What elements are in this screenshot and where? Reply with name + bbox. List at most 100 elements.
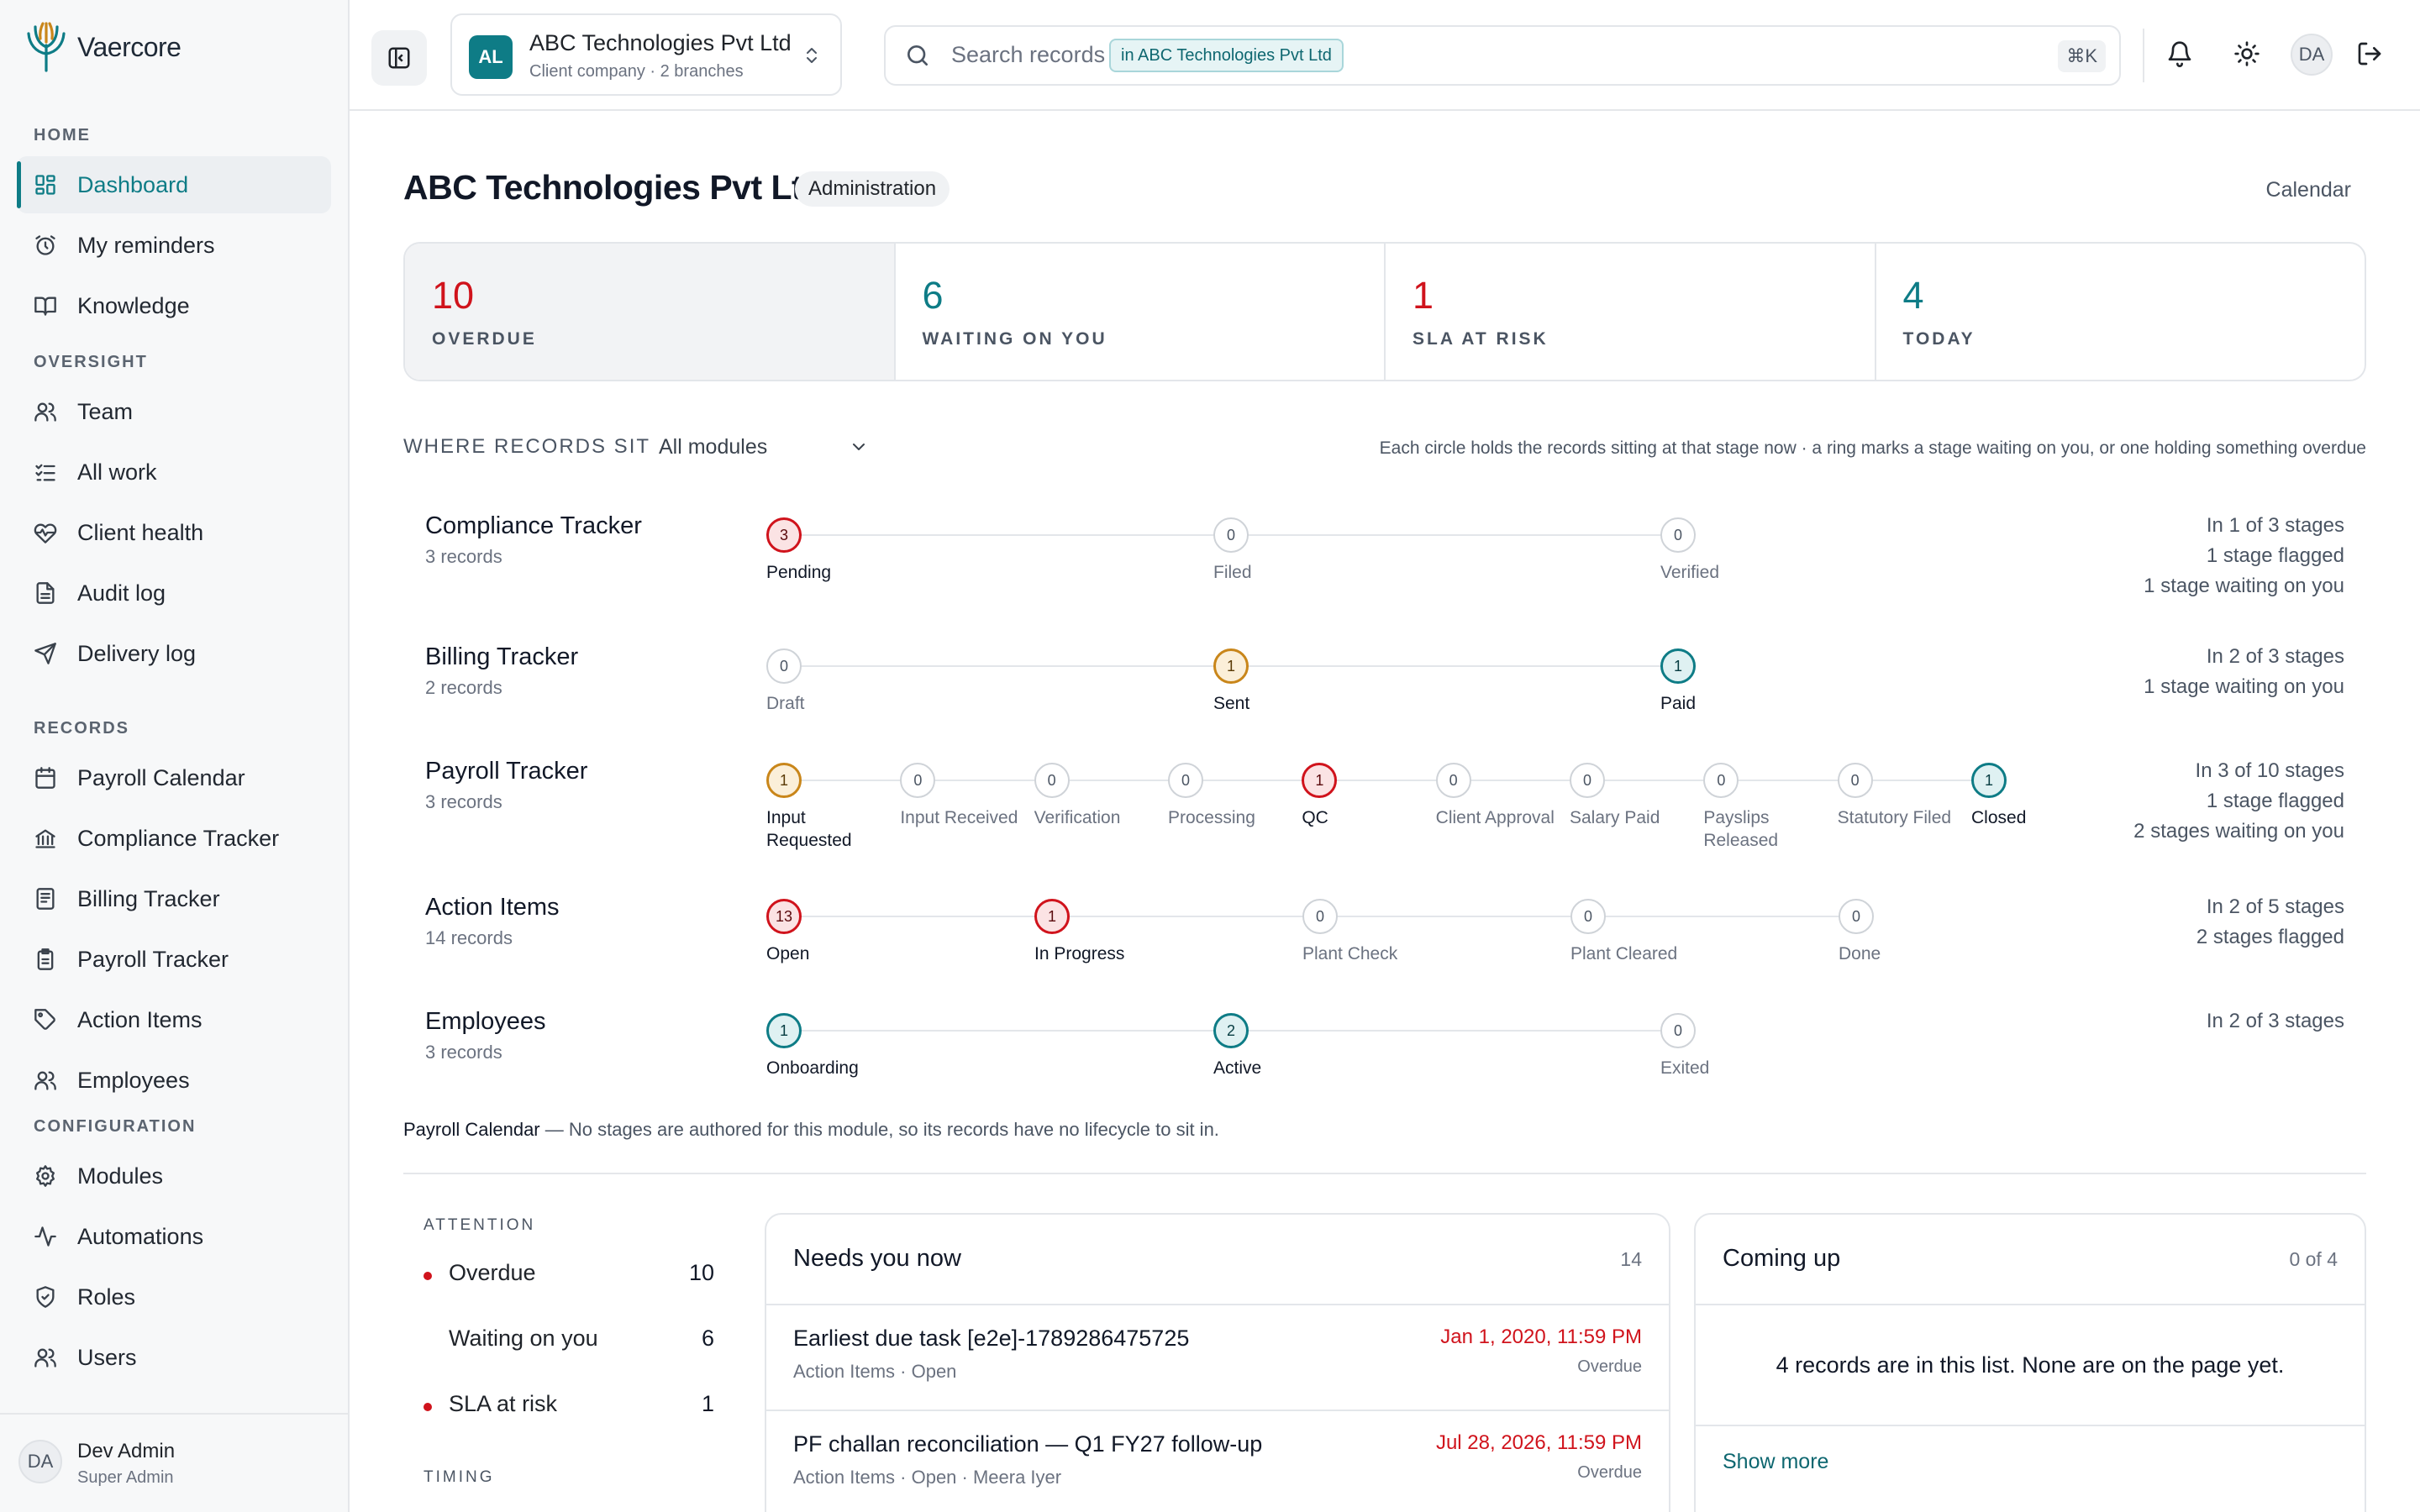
sidebar-item-action-items[interactable]: Action Items xyxy=(17,991,331,1048)
heart-pulse-icon xyxy=(34,521,57,544)
sidebar-item-users[interactable]: Users xyxy=(17,1329,331,1386)
stage-node-client-approval[interactable]: 0 xyxy=(1435,763,1471,798)
stage-node-qc[interactable]: 1 xyxy=(1302,763,1338,798)
tracker-name[interactable]: Payroll Tracker xyxy=(425,758,588,785)
sidebar-item-delivery-log[interactable]: Delivery log xyxy=(17,625,331,682)
sidebar-item-modules[interactable]: Modules xyxy=(17,1147,331,1205)
sidebar-item-compliance-tracker[interactable]: Compliance Tracker xyxy=(17,810,331,867)
attention-overdue[interactable]: Overdue 10 xyxy=(424,1260,714,1294)
sidebar-item-dashboard[interactable]: Dashboard xyxy=(17,156,331,213)
calendar-link[interactable]: Calendar xyxy=(2265,178,2351,202)
stage-node-onboarding[interactable]: 1 xyxy=(766,1013,802,1048)
stage-node-in-progress[interactable]: 1 xyxy=(1034,899,1070,934)
stage-label: Onboarding xyxy=(766,1058,859,1078)
company-switcher[interactable]: AL ABC Technologies Pvt Ltd Client compa… xyxy=(450,13,842,96)
stage-node-verification[interactable]: 0 xyxy=(1034,763,1070,798)
stage-node-plant-check[interactable]: 0 xyxy=(1302,899,1338,934)
attention-value: 6 xyxy=(701,1326,714,1351)
stat-value: 6 xyxy=(922,274,944,317)
topbar-avatar[interactable]: DA xyxy=(2291,34,2333,76)
stage-label: Sent xyxy=(1213,694,1250,713)
sidebar-item-billing-tracker[interactable]: Billing Tracker xyxy=(17,870,331,927)
sidebar-item-knowledge[interactable]: Knowledge xyxy=(17,277,331,334)
search-bar[interactable]: Search records in ABC Technologies Pvt L… xyxy=(884,25,2121,86)
stage-node-input-received[interactable]: 0 xyxy=(900,763,936,798)
stage-node-exited[interactable]: 0 xyxy=(1660,1013,1696,1048)
tracker-summary: In 3 of 10 stages 1 stage flagged 2 stages… xyxy=(2133,756,2344,847)
attention-label: Overdue xyxy=(449,1260,536,1285)
sidebar-item-label: Roles xyxy=(77,1284,136,1310)
tracker-name[interactable]: Billing Tracker xyxy=(425,643,579,670)
attention-sla-at-risk[interactable]: SLA at risk 1 xyxy=(424,1391,714,1425)
sidebar-item-payroll-calendar[interactable]: Payroll Calendar xyxy=(17,749,331,806)
notifications-button[interactable] xyxy=(2163,37,2196,71)
brand[interactable]: Vaercore xyxy=(25,20,182,74)
sidebar-item-payroll-tracker[interactable]: Payroll Tracker xyxy=(17,931,331,988)
sidebar-item-all-work[interactable]: All work xyxy=(17,444,331,501)
user-card[interactable]: DA Dev Admin Super Admin xyxy=(0,1413,348,1512)
sidebar-item-employees[interactable]: Employees xyxy=(17,1052,331,1109)
sidebar-item-roles[interactable]: Roles xyxy=(17,1268,331,1326)
send-icon xyxy=(34,642,57,665)
sidebar-item-automations[interactable]: Automations xyxy=(17,1208,331,1265)
section-divider xyxy=(403,1173,2366,1174)
receipt-icon xyxy=(34,887,57,911)
stage-node-payslips-released[interactable]: 0 xyxy=(1703,763,1739,798)
stage-node-salary-paid[interactable]: 0 xyxy=(1570,763,1605,798)
chevron-down-icon[interactable] xyxy=(849,437,869,457)
sidebar-item-team[interactable]: Team xyxy=(17,383,331,440)
stage-label: Salary Paid xyxy=(1570,808,1660,827)
sidebar-toggle-button[interactable] xyxy=(371,30,427,86)
stage-node-open[interactable]: 13 xyxy=(766,899,802,934)
attention-label: SLA at risk xyxy=(449,1391,558,1416)
stage-node-pending[interactable]: 3 xyxy=(766,517,802,553)
stage-label: Open xyxy=(766,944,810,963)
stage-node-input-requested[interactable]: 1 xyxy=(766,763,802,798)
summary-line: In 2 of 3 stages xyxy=(2206,645,2344,668)
theme-toggle-button[interactable] xyxy=(2230,37,2264,71)
sidebar-item-client-health[interactable]: Client health xyxy=(17,504,331,561)
sidebar-item-label: Billing Tracker xyxy=(77,885,220,911)
attention-waiting-on-you[interactable]: Waiting on you 6 xyxy=(424,1326,714,1359)
stage-node-statutory-filed[interactable]: 0 xyxy=(1837,763,1873,798)
company-subtitle: Client company · 2 branches xyxy=(529,62,744,81)
sun-icon xyxy=(2234,41,2260,66)
stage-node-done[interactable]: 0 xyxy=(1839,899,1874,934)
tracker-name[interactable]: Employees xyxy=(425,1008,546,1035)
stage-node-sent[interactable]: 1 xyxy=(1213,648,1249,684)
logout-button[interactable] xyxy=(2353,37,2386,71)
tracker-summary: In 2 of 3 stages 1 stage waiting on you xyxy=(2144,642,2344,702)
stage-node-closed[interactable]: 1 xyxy=(1971,763,2007,798)
stage-label: Input Requested xyxy=(766,808,852,850)
company-badge: AL xyxy=(469,35,513,79)
bell-icon xyxy=(2168,41,2191,67)
stage-node-processing[interactable]: 0 xyxy=(1168,763,1203,798)
tracker-name[interactable]: Action Items xyxy=(425,894,560,921)
stat-label: OVERDUE xyxy=(432,329,537,349)
module-filter-select[interactable]: All modules xyxy=(659,435,768,459)
stage-node-paid[interactable]: 1 xyxy=(1660,648,1696,684)
stage-node-plant-cleared[interactable]: 0 xyxy=(1570,899,1606,934)
stat-today[interactable]: 4 TODAY xyxy=(1876,244,2365,380)
sidebar-item-my-reminders[interactable]: My reminders xyxy=(17,217,331,274)
stat-overdue[interactable]: 10 OVERDUE xyxy=(405,244,896,380)
search-scope-chip[interactable]: in ABC Technologies Pvt Ltd xyxy=(1109,39,1344,72)
list-item[interactable]: Earliest due task [e2e]-1789286475725 Act… xyxy=(766,1305,1669,1411)
stage-node-draft[interactable]: 0 xyxy=(766,648,802,684)
stage-node-filed[interactable]: 0 xyxy=(1213,517,1249,553)
stat-sla-at-risk[interactable]: 1 SLA AT RISK xyxy=(1386,244,1876,380)
stage-label: Active xyxy=(1213,1058,1262,1078)
stat-waiting-on-you[interactable]: 6 WAITING ON YOU xyxy=(896,244,1386,380)
tracker-name[interactable]: Compliance Tracker xyxy=(425,512,642,539)
alert-dot-icon xyxy=(424,1272,432,1280)
stage-node-active[interactable]: 2 xyxy=(1213,1013,1249,1048)
stage-node-verified[interactable]: 0 xyxy=(1660,517,1696,553)
sidebar-item-audit-log[interactable]: Audit log xyxy=(17,564,331,622)
user-role: Super Admin xyxy=(77,1468,174,1487)
sidebar-item-label: Dashboard xyxy=(77,171,189,197)
stage-label: Verified xyxy=(1660,563,1720,582)
sidebar-item-label: Payroll Calendar xyxy=(77,764,245,790)
timing-title: TIMING xyxy=(424,1468,495,1486)
list-item[interactable]: PF challan reconciliation — Q1 FY27 foll… xyxy=(766,1411,1669,1512)
show-more-link[interactable]: Show more xyxy=(1723,1450,1829,1473)
